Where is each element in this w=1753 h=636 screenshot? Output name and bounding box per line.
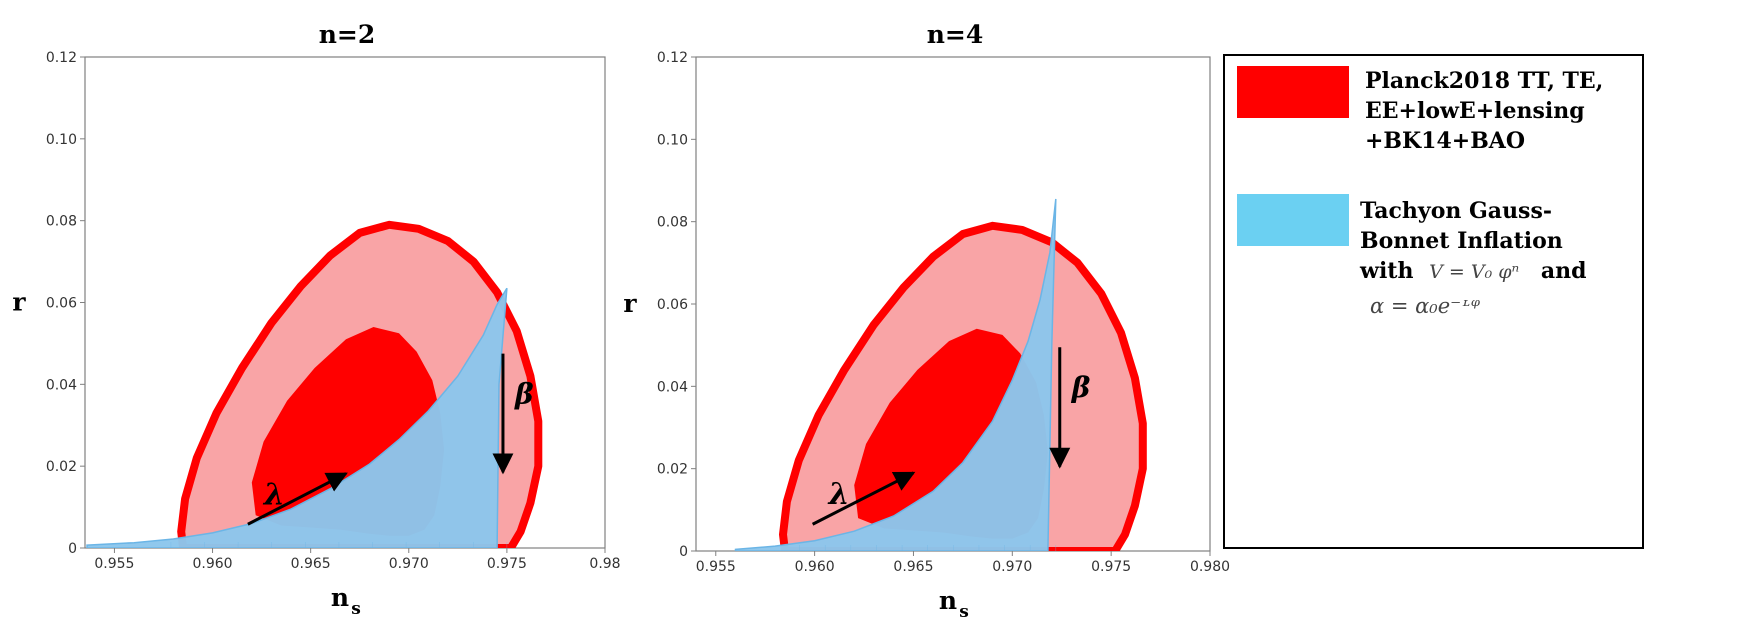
x-tick-label: 0.970 [389, 556, 429, 572]
legend-tachyon-line-1: Tachyon Gauss- [1360, 198, 1552, 224]
y-tick-label: 0.02 [657, 462, 688, 478]
y-tick-label: 0.06 [657, 297, 688, 313]
y-axis-label: r [623, 289, 637, 318]
legend-tachyon-line-3: with V = V₀ φⁿ and [1360, 256, 1587, 287]
legend-coupling-formula: α = α₀e⁻ᶫᵠ [1370, 294, 1481, 318]
legend-with-text: with [1360, 258, 1414, 284]
x-axis-label: n [939, 586, 957, 615]
x-tick-label: 0.98 [589, 556, 620, 572]
x-tick-label: 0.965 [291, 556, 331, 572]
x-tick-label: 0.955 [696, 559, 736, 575]
beta-label: β [514, 378, 534, 411]
legend-tachyon-line-2: Bonnet Inflation [1360, 228, 1563, 254]
y-tick-label: 0.12 [657, 50, 688, 66]
x-axis-label-subscript: s [351, 599, 361, 619]
y-axis-label: r [12, 288, 26, 317]
x-axis-label-subscript: s [959, 602, 969, 622]
y-tick-label: 0.12 [46, 50, 77, 66]
legend-planck-line-3: +BK14+BAO [1365, 128, 1526, 154]
y-tick-label: 0.08 [657, 215, 688, 231]
legend-planck-line-1: Planck2018 TT, TE, [1365, 68, 1604, 94]
x-tick-label: 0.975 [487, 556, 527, 572]
lambda-arrow [811, 471, 916, 526]
legend-potential-formula: V = V₀ φⁿ [1429, 261, 1520, 283]
model-region [86, 287, 508, 548]
legend-swatch-tachyon [1237, 194, 1349, 246]
x-tick-label: 0.960 [795, 559, 835, 575]
y-tick-label: 0.06 [46, 296, 77, 312]
lambda-arrow [247, 472, 348, 526]
model-region [734, 198, 1057, 551]
lambda-label: λ [262, 477, 285, 512]
x-tick-label: 0.960 [193, 556, 233, 572]
y-tick-label: 0.04 [657, 379, 688, 395]
y-tick-label: 0 [679, 544, 688, 560]
panel-n4: 0.955 0.960 0.965 0.970 0.975 0.980 0 0.02 0.04 0… [623, 20, 1230, 622]
x-axis-label: n [331, 583, 349, 612]
plot-area [86, 220, 543, 548]
x-tick-label: 0.980 [1190, 559, 1230, 575]
legend-label-planck: Planck2018 TT, TE, EE+lowE+lensing +BK14… [1365, 66, 1603, 156]
y-tick-label: 0.08 [46, 214, 77, 230]
beta-label: β [1071, 371, 1091, 404]
y-tick-label: 0 [68, 541, 77, 557]
legend-planck-line-2: EE+lowE+lensing [1365, 98, 1585, 124]
legend-label-tachyon: Tachyon Gauss- Bonnet Inflation with V =… [1360, 196, 1587, 321]
y-tick-label: 0.10 [46, 132, 77, 148]
y-tick-label: 0.04 [46, 377, 77, 393]
x-tick-label: 0.965 [893, 559, 933, 575]
panel-n2: 0.955 0.960 0.965 0.970 0.975 0.98 0 0.02 0.04 0.… [12, 20, 620, 619]
lambda-label: λ [827, 477, 850, 512]
x-tick-label: 0.975 [1091, 559, 1131, 575]
legend: Planck2018 TT, TE, EE+lowE+lensing +BK14… [1223, 54, 1644, 549]
chart-title: n=4 [927, 20, 984, 49]
y-tick-label: 0.10 [657, 132, 688, 148]
legend-and-text: and [1540, 258, 1587, 284]
chart-title: n=2 [319, 20, 376, 49]
y-tick-label: 0.02 [46, 459, 77, 475]
x-tick-label: 0.955 [94, 556, 134, 572]
legend-swatch-planck [1237, 66, 1349, 118]
x-tick-label: 0.970 [992, 559, 1032, 575]
